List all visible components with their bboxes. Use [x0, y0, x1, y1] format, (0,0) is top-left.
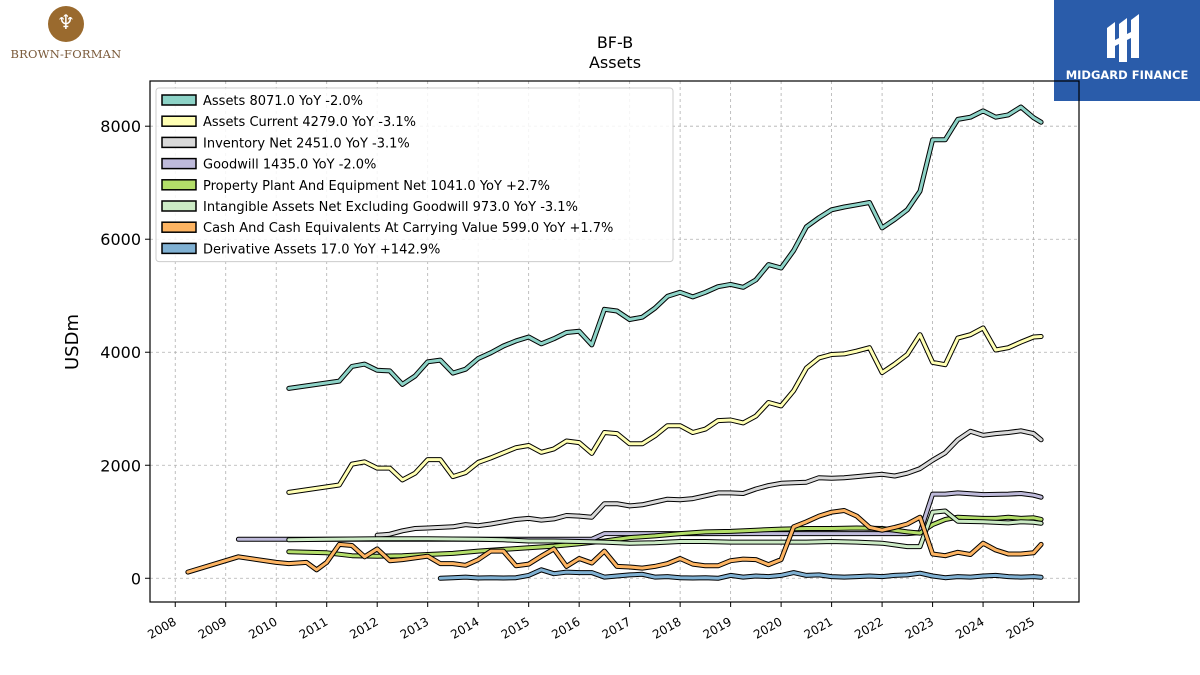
y-axis: 0 2000 4000 6000 8000 — [100, 117, 150, 588]
logo-brand-text: MIDGARD FINANCE — [1065, 68, 1189, 82]
y-tick-label: 6000 — [100, 230, 141, 249]
x-tick-label: 2021 — [802, 614, 835, 641]
legend-item: Intangible Assets Net Excluding Goodwill… — [161, 200, 578, 215]
series-line — [287, 509, 1043, 549]
series-line — [287, 105, 1043, 390]
legend-label: Intangible Assets Net Excluding Goodwill… — [203, 200, 578, 215]
x-tick-label: 2008 — [145, 614, 178, 641]
legend-swatch — [161, 179, 197, 191]
legend: Assets 8071.0 YoY -2.0% Assets Current 42… — [155, 87, 674, 263]
legend-swatch — [161, 136, 197, 149]
legend-swatch — [161, 157, 197, 170]
series-line — [375, 429, 1043, 537]
legend-box — [155, 87, 674, 263]
legend-item: Cash And Cash Equivalents At Carrying Va… — [161, 221, 613, 236]
legend-label: Cash And Cash Equivalents At Carrying Va… — [203, 221, 613, 236]
x-tick-label: 2012 — [347, 614, 380, 641]
y-tick-label: 2000 — [100, 456, 141, 475]
series-line — [287, 515, 1043, 558]
legend-swatch — [161, 242, 197, 255]
midgard-finance-logo: MIDGARD FINANCE — [1054, 0, 1200, 101]
legend-swatch — [161, 221, 197, 233]
legend-swatch — [161, 115, 197, 127]
series-line — [186, 509, 1043, 574]
series-line — [287, 326, 1043, 494]
legend-label: Property Plant And Equipment Net 1041.0 … — [203, 179, 550, 194]
legend-item: Goodwill 1435.0 YoY -2.0% — [161, 157, 376, 173]
plot-frame — [149, 80, 1080, 603]
series-property-plant-and-equipment-net — [286, 514, 1044, 559]
chart-title: BF-B — [597, 33, 633, 52]
midgard-mark-icon — [1107, 14, 1139, 62]
x-tick-label: 2022 — [852, 614, 885, 641]
legend-item: Property Plant And Equipment Net 1041.0 … — [161, 179, 550, 194]
y-axis-label: USDm — [62, 314, 83, 370]
legend-item: Inventory Net 2451.0 YoY -3.1% — [161, 136, 410, 151]
y-tick-label: 0 — [131, 569, 141, 588]
series-line — [438, 568, 1043, 580]
legend-label: Inventory Net 2451.0 YoY -3.1% — [203, 136, 410, 151]
legend-item: Derivative Assets 17.0 YoY +142.9% — [161, 242, 440, 257]
legend-item: Assets 8071.0 YoY -2.0% — [161, 94, 363, 109]
series-intangible-assets-net-excluding-goodwill — [286, 508, 1044, 550]
x-tick-label: 2019 — [701, 614, 734, 641]
logo-brand-text: BROWN-FORMAN — [10, 47, 122, 61]
series-inventory-net — [374, 428, 1044, 538]
y-tick-label: 8000 — [100, 117, 141, 136]
x-tick-label: 2025 — [1004, 614, 1037, 641]
x-tick-label: 2018 — [650, 614, 683, 641]
glasses-icon: ♆ — [57, 10, 75, 34]
x-tick-label: 2011 — [297, 614, 330, 641]
series-layer — [185, 104, 1044, 581]
x-tick-label: 2013 — [398, 614, 431, 641]
x-axis: 2008 2009 2010 2011 2012 2013 2014 2015 2016 2017… — [145, 602, 1037, 642]
logo-emblem-icon — [48, 6, 84, 42]
legend-swatch — [161, 200, 197, 212]
legend-label: Goodwill 1435.0 YoY -2.0% — [203, 158, 376, 173]
chart-subtitle: Assets — [589, 53, 641, 72]
x-tick-label: 2015 — [499, 614, 532, 641]
x-tick-label: 2020 — [751, 614, 784, 641]
series-assets-current — [286, 325, 1044, 495]
x-tick-label: 2016 — [549, 614, 582, 641]
x-tick-label: 2023 — [903, 614, 936, 641]
x-tick-label: 2017 — [600, 614, 633, 641]
legend-swatch — [161, 94, 197, 106]
series-cash-and-cash-equivalents-at-carrying-value — [185, 508, 1044, 575]
x-tick-label: 2014 — [448, 614, 481, 641]
y-tick-label: 4000 — [100, 343, 141, 362]
x-tick-label: 2010 — [246, 614, 279, 641]
series-derivative-assets — [437, 567, 1044, 581]
x-tick-label: 2009 — [196, 614, 229, 641]
legend-item: Assets Current 4279.0 YoY -3.1% — [161, 115, 416, 130]
legend-label: Assets Current 4279.0 YoY -3.1% — [203, 115, 416, 130]
legend-label: Derivative Assets 17.0 YoY +142.9% — [203, 242, 440, 257]
legend-label: Assets 8071.0 YoY -2.0% — [203, 94, 363, 109]
brown-forman-logo: ♆ BROWN-FORMAN — [4, 4, 124, 62]
series-assets — [286, 104, 1044, 391]
x-tick-label: 2024 — [953, 614, 986, 641]
